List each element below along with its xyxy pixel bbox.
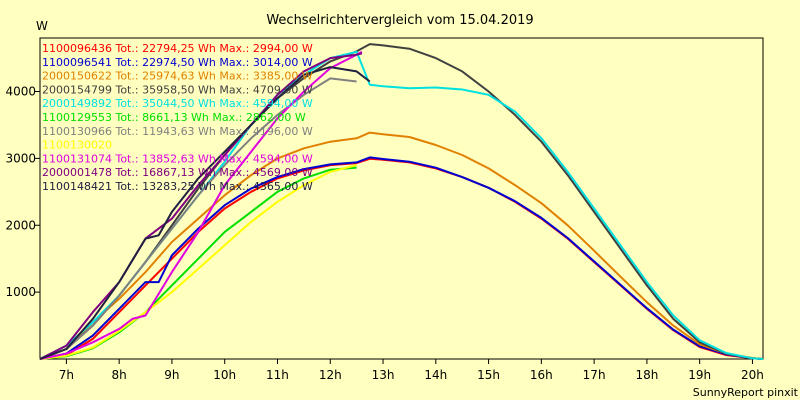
legend-entry-2000149892: 2000149892 Tot.: 35044,50 Wh Max.: 4594,… xyxy=(42,97,313,110)
legend-entry-1100131074: 1100131074 Tot.: 13852,63 Wh Max.: 4594,… xyxy=(42,152,313,165)
series-lines xyxy=(39,43,764,360)
x-tick-label: 9h xyxy=(164,368,179,382)
series-line-1100131074 xyxy=(39,50,363,360)
x-tick-label: 8h xyxy=(112,368,127,382)
x-tick-label: 17h xyxy=(583,368,606,382)
x-tick-label: 12h xyxy=(319,368,342,382)
legend-entry-1100130020: 1100130020 xyxy=(42,139,112,152)
x-tick-label: 13h xyxy=(372,368,395,382)
legend: 1100096436 Tot.: 22794,25 Wh Max.: 2994,… xyxy=(42,42,313,193)
legend-entry-1100148421: 1100148421 Tot.: 13283,25 Wh Max.: 4365,… xyxy=(42,180,313,193)
legend-entry-1100129553: 1100129553 Tot.: 8661,13 Wh Max.: 2862,0… xyxy=(42,111,306,124)
legend-entry-2000150622: 2000150622 Tot.: 25974,63 Wh Max.: 3385,… xyxy=(42,70,313,83)
series-line-2000150622 xyxy=(39,131,764,360)
footer-credit: SunnyReport pinxit xyxy=(693,386,799,399)
series-line-2000001478 xyxy=(39,52,363,360)
x-tick-label: 10h xyxy=(213,368,236,382)
x-tick-label: 20h xyxy=(741,368,764,382)
chart-title: Wechselrichtervergleich vom 15.04.2019 xyxy=(266,13,533,28)
x-tick-label: 16h xyxy=(530,368,553,382)
legend-entry-1100130966: 1100130966 Tot.: 11943,63 Wh Max.: 4196,… xyxy=(42,125,313,138)
x-tick-label: 18h xyxy=(635,368,658,382)
x-tick-label: 15h xyxy=(477,368,500,382)
legend-entry-2000154799: 2000154799 Tot.: 35958,50 Wh Max.: 4709,… xyxy=(42,83,313,96)
y-tick-label: 1000 xyxy=(5,285,36,299)
y-tick-label: 3000 xyxy=(5,151,36,165)
x-tick-label: 7h xyxy=(59,368,74,382)
series-line-1100148421 xyxy=(39,66,371,360)
series-line-1100130020 xyxy=(39,164,357,360)
x-tick-label: 19h xyxy=(688,368,711,382)
x-tick-label: 14h xyxy=(424,368,447,382)
legend-entry-1100096436: 1100096436 Tot.: 22794,25 Wh Max.: 2994,… xyxy=(42,42,313,55)
legend-entry-1100096541: 1100096541 Tot.: 22974,50 Wh Max.: 3014,… xyxy=(42,56,313,69)
y-axis-label: W xyxy=(36,19,48,33)
series-line-2000154799 xyxy=(39,43,764,360)
series-line-1100130966 xyxy=(39,77,357,360)
series-line-1100096541 xyxy=(39,156,764,360)
legend-entry-2000001478: 2000001478 Tot.: 16867,13 Wh Max.: 4569,… xyxy=(42,166,313,179)
x-tick-label: 11h xyxy=(266,368,289,382)
y-tick-label: 4000 xyxy=(5,85,36,99)
y-tick-label: 2000 xyxy=(5,218,36,232)
